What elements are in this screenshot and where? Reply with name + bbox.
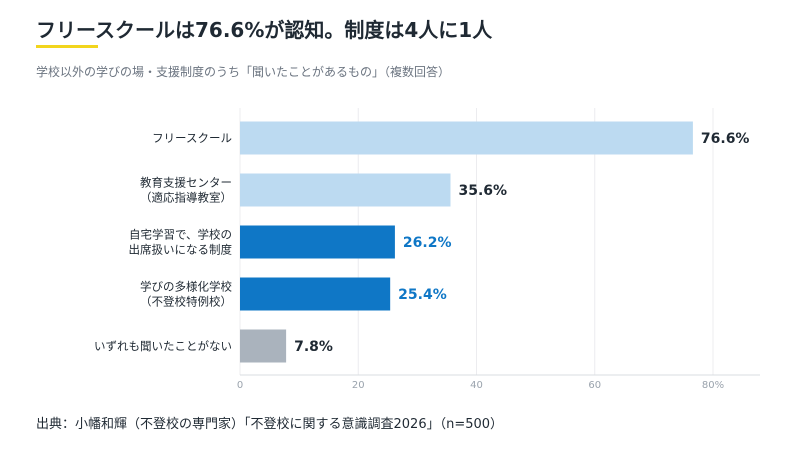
x-tick-label: 20	[352, 380, 365, 391]
x-tick-label: 0	[237, 380, 243, 391]
data-label: 35.6%	[458, 183, 507, 199]
category-label: 学びの多様化学校（不登校特例校）	[140, 280, 232, 309]
x-tick-label: 60	[588, 380, 601, 391]
source-note: 出典：小幡和輝（不登校の専門家）「不登校に関する意識調査2026」（n=500）	[36, 417, 504, 432]
data-label: 25.4%	[398, 287, 447, 303]
category-label: いずれも聞いたことがない	[94, 339, 232, 353]
category-label: フリースクール	[152, 131, 232, 145]
chart-subtitle: 学校以外の学びの場・支援制度のうち「聞いたことがあるもの」（複数回答）	[36, 65, 451, 79]
data-label: 76.6%	[701, 131, 750, 147]
data-label: 7.8%	[294, 339, 333, 355]
page-title: フリースクールは76.6%が認知。制度は4人に1人	[36, 18, 493, 42]
bar	[240, 277, 391, 311]
x-tick-label: 40	[470, 380, 483, 391]
bar	[240, 225, 395, 259]
bar	[240, 329, 287, 363]
title-underline	[36, 45, 98, 48]
category-label: 自宅学習で、学校の出席扱いになる制度	[129, 228, 233, 257]
x-tick-label: 80%	[702, 380, 724, 391]
category-label: 教育支援センター（適応指導教室）	[140, 176, 232, 205]
bar	[240, 173, 451, 207]
data-label: 26.2%	[403, 235, 452, 251]
bar	[240, 121, 693, 155]
